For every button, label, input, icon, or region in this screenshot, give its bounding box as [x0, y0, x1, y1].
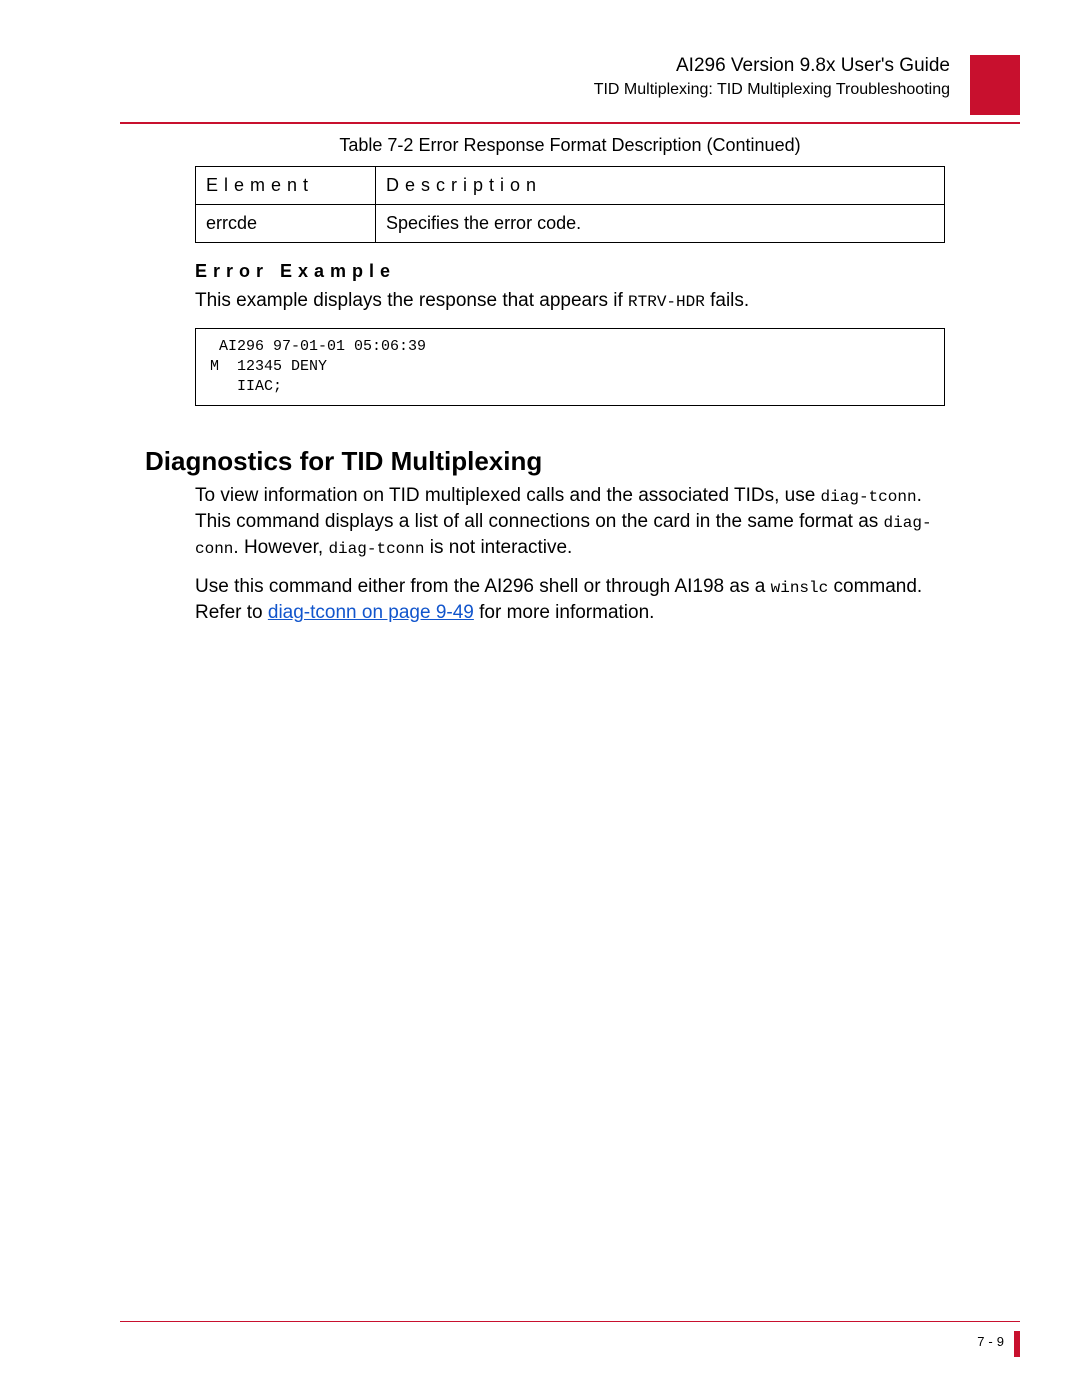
page-number: 7-9 — [977, 1334, 1008, 1349]
p2-cmd: winslc — [771, 579, 829, 597]
footer-rule — [120, 1321, 1020, 1322]
header-rule — [120, 122, 1020, 124]
table-header-description: Description — [376, 167, 945, 205]
page-number-accent — [1014, 1331, 1020, 1357]
example-code: AI296 97-01-01 05:06:39 M 12345 DENY IIA… — [195, 328, 945, 407]
table-header-element: Element — [196, 167, 376, 205]
breadcrumb: TID Multiplexing: TID Multiplexing Troub… — [120, 81, 950, 99]
p2-post: for more information. — [474, 602, 655, 623]
page-header: AI296 Version 9.8x User's Guide TID Mult… — [120, 55, 1020, 115]
p1-cmd3: diag-tconn — [328, 540, 424, 558]
error-format-table: Element Description errcde Specifies the… — [195, 166, 945, 243]
table-cell-description: Specifies the error code. — [376, 205, 945, 243]
example-intro: This example displays the response that … — [195, 288, 945, 314]
p1-pre: To view information on TID multiplexed c… — [195, 485, 821, 506]
example-intro-cmd: RTRV-HDR — [628, 293, 705, 311]
diag-tconn-link[interactable]: diag-tconn on page 9-49 — [268, 602, 474, 623]
diagnostics-p1: To view information on TID multiplexed c… — [195, 483, 945, 560]
header-accent-block — [970, 55, 1020, 115]
example-intro-pre: This example displays the response that … — [195, 290, 628, 311]
example-label: Error Example — [195, 261, 945, 282]
p1-cmd1: diag-tconn — [821, 488, 917, 506]
guide-title: AI296 Version 9.8x User's Guide — [120, 55, 950, 77]
table-caption: Table 7-2 Error Response Format Descript… — [195, 135, 945, 156]
p2-pre: Use this command either from the AI296 s… — [195, 576, 771, 597]
table-header-row: Element Description — [196, 167, 945, 205]
page: AI296 Version 9.8x User's Guide TID Mult… — [0, 0, 1080, 1397]
content-area: Table 7-2 Error Response Format Descript… — [195, 135, 945, 626]
p1-mid2: . However, — [233, 537, 328, 558]
diagnostics-heading: Diagnostics for TID Multiplexing — [145, 446, 945, 477]
diagnostics-p2: Use this command either from the AI296 s… — [195, 574, 945, 625]
table-cell-element: errcde — [196, 205, 376, 243]
p1-post: is not interactive. — [424, 537, 572, 558]
header-text-block: AI296 Version 9.8x User's Guide TID Mult… — [120, 55, 950, 99]
table-row: errcde Specifies the error code. — [196, 205, 945, 243]
example-intro-post: fails. — [705, 290, 749, 311]
